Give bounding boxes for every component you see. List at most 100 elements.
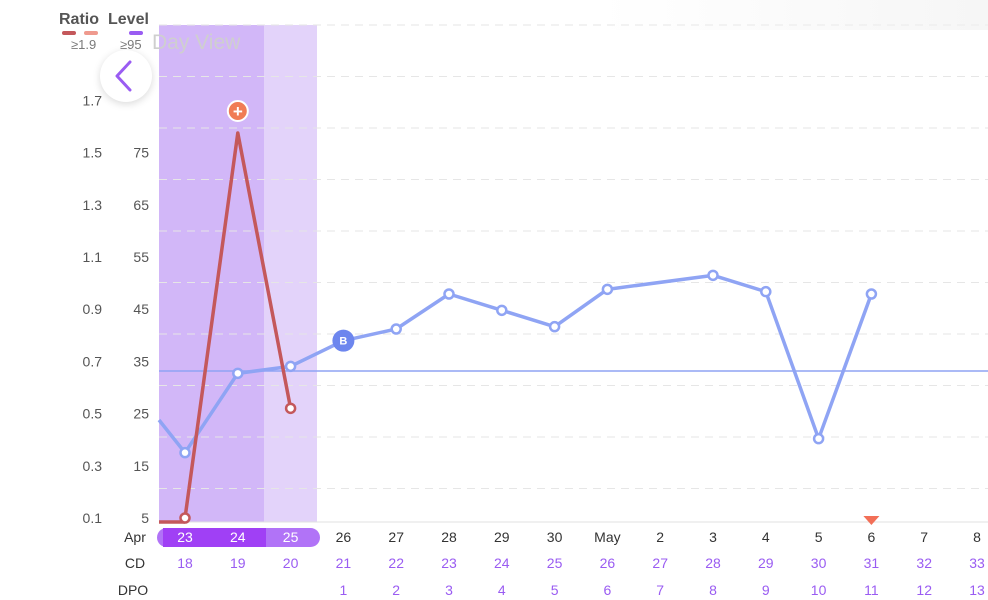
fertile-band-light (264, 25, 317, 522)
level-legend-label: Level (108, 11, 149, 28)
y-right-tick: 35 (133, 353, 149, 369)
x-date-label: 7 (920, 529, 928, 545)
cycle-day-label: 27 (652, 555, 668, 571)
ratio-point (179, 512, 191, 524)
chevron-left-icon (115, 60, 132, 92)
x-date-label: 27 (388, 529, 404, 545)
dpo-value-label: 8 (709, 582, 717, 598)
special-markers: +B (226, 100, 880, 525)
dpo-value-label: 1 (340, 582, 348, 598)
x-date-label: 24 (230, 529, 246, 545)
dpo-value-label: 5 (551, 582, 559, 598)
level-point (232, 367, 244, 380)
cycle-day-label: 25 (547, 555, 563, 571)
baseline-start-symbol: B (339, 336, 347, 348)
cycle-day-label: 19 (230, 555, 246, 571)
month-label: Apr (124, 529, 146, 545)
y-left-tick: 1.1 (83, 249, 103, 265)
y-left-tick: 1.5 (83, 145, 103, 161)
level-threshold: ≥95 (120, 37, 142, 52)
x-date-label: May (594, 529, 620, 545)
y-right-tick: 75 (133, 145, 149, 161)
highlighted-dates-pill-core (163, 528, 266, 547)
dpo-label: DPO (118, 582, 148, 598)
dpo-value-label: 4 (498, 582, 506, 598)
ratio-series (159, 131, 297, 524)
top-right-shadow (600, 0, 988, 30)
y-left-tick: 1.3 (83, 197, 103, 213)
level-point (707, 269, 719, 282)
cycle-day-label: 26 (600, 555, 616, 571)
ratio-swatch (62, 31, 76, 35)
level-point (865, 288, 878, 300)
x-date-label: 3 (709, 529, 717, 545)
cycle-day-label: 24 (494, 555, 510, 571)
x-date-label: 30 (547, 529, 563, 545)
cycle-day-label: 33 (969, 555, 985, 571)
fertile-band-dark (159, 25, 264, 522)
level-line (157, 287, 609, 455)
dpo-value-label: 12 (916, 582, 932, 598)
dpo-value-label: 7 (656, 582, 664, 598)
cycle-day-label: 30 (811, 555, 827, 571)
ratio-line (183, 131, 293, 519)
y-right-tick: 5 (141, 510, 149, 526)
cycle-day-label: 32 (916, 555, 932, 571)
x-date-label: 25 (283, 529, 299, 545)
cycle-day-label: 23 (441, 555, 457, 571)
cycle-day-label: 28 (705, 555, 721, 571)
x-date-label: 4 (762, 529, 770, 545)
level-point (601, 283, 614, 296)
y-right-tick: 45 (133, 301, 149, 317)
y-left-tick: 0.3 (83, 458, 103, 474)
dpo-value-label: 2 (392, 582, 400, 598)
dpo-value-label: 9 (762, 582, 770, 598)
y-left-tick: 0.5 (83, 406, 103, 422)
peak-marker-symbol: + (233, 102, 243, 121)
cycle-day-label: 31 (864, 555, 880, 571)
level-swatch (129, 31, 143, 35)
level-point (390, 323, 402, 335)
x-date-label: 8 (973, 529, 981, 545)
baseline-start-marker (332, 329, 355, 352)
y-left-tick: 0.7 (83, 353, 103, 369)
cycle-day-label: 20 (283, 555, 299, 571)
level-point (496, 304, 508, 317)
ratio-threshold: ≥1.9 (71, 37, 97, 52)
cd-label: CD (125, 555, 145, 571)
level-point (760, 285, 772, 298)
level-point (443, 288, 455, 300)
peak-marker (226, 100, 249, 122)
page-title: Day View (152, 31, 241, 54)
dpo-value-label: 6 (604, 582, 612, 598)
y-left-tick: 1.7 (83, 92, 103, 108)
x-date-label: 29 (494, 529, 510, 545)
y-right-tick: 25 (133, 406, 149, 422)
back-button[interactable] (100, 50, 152, 102)
level-point (284, 360, 297, 373)
period-marker-icon (863, 516, 880, 525)
y-axis-ticks: 0.1 0.3 0.5 0.7 0.9 1.1 1.3 1.5 1.7 5 15 25 35 45 55 65… (83, 92, 150, 526)
x-date-label: 26 (336, 529, 352, 545)
x-date-label: 28 (441, 529, 457, 545)
y-right-tick: 15 (133, 458, 149, 474)
level-point (179, 446, 191, 459)
x-date-label: 5 (815, 529, 823, 545)
cycle-day-label: 29 (758, 555, 774, 571)
ratio-swatch-light (84, 31, 98, 35)
level-line (607, 273, 874, 441)
ratio-point (284, 402, 297, 415)
cycle-day-label: 22 (388, 555, 404, 571)
x-date-label: 2 (656, 529, 664, 545)
dpo-value-label: 10 (811, 582, 827, 598)
dpo-value-label: 11 (864, 582, 879, 598)
x-date-label: 6 (868, 529, 876, 545)
cycle-day-label: 21 (336, 555, 352, 571)
y-left-tick: 0.1 (83, 510, 103, 526)
level-point (812, 432, 825, 445)
dpo-value-label: 3 (445, 582, 453, 598)
level-point (548, 320, 561, 333)
y-left-tick: 0.9 (83, 301, 103, 317)
x-date-label: 23 (177, 529, 193, 545)
